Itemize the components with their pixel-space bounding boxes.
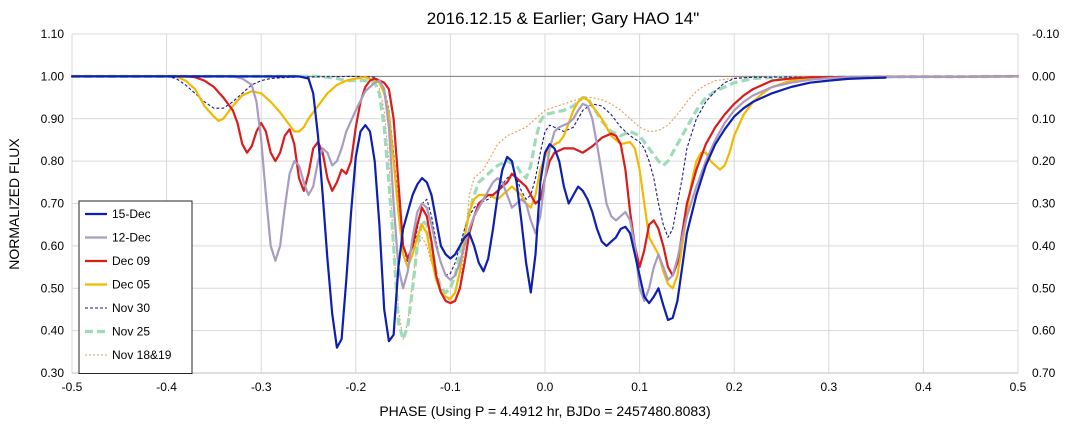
legend-label: Nov 18&19 [112,348,172,362]
y2-tick-label: 0.10 [1032,112,1056,126]
legend-box [78,200,193,374]
y-axis-label: NORMALIZED FLUX [6,138,22,270]
x-tick-label: 0.3 [820,380,837,394]
axis-layer: -0.5 -0.4 -0.3 -0.2 -0.1 0.0 0.1 0.2 0.3 0.4 0.5 0.… [41,27,1060,394]
x-tick-label: -0.1 [440,380,461,394]
y2-tick-label: 0.40 [1032,239,1056,253]
y-tick-label: 0.30 [41,366,65,380]
x-tick-label: 0.4 [915,380,932,394]
y2-tick-label: 0.30 [1032,197,1056,211]
legend-label: Nov 25 [112,325,150,339]
y2-tick-label: -0.10 [1032,27,1060,41]
y-tick-label: 1.00 [41,69,65,83]
grid-layer [71,33,1019,374]
x-axis-label: PHASE (Using P = 4.4912 hr, BJDo = 24574… [379,403,710,419]
x-tick-label: 0.5 [1010,380,1027,394]
legend-label: 15-Dec [112,207,151,221]
x-tick-label: 0.2 [726,380,743,394]
y2-tick-label: 0.50 [1032,281,1056,295]
legend-label: Dec 05 [112,278,150,292]
x-tick-label: -0.5 [62,380,83,394]
y2-tick-label: 0.60 [1032,324,1056,338]
y-tick-label: 0.40 [41,324,65,338]
y-tick-label: 0.70 [41,197,65,211]
y-tick-label: 0.60 [41,239,65,253]
y2-tick-label: 0.20 [1032,154,1056,168]
x-tick-label: -0.3 [251,380,272,394]
series-line-dec-09 [70,75,1020,305]
series-line-nov-18-19 [72,75,1019,340]
series-line-15-dec [70,75,887,349]
x-tick-label: -0.4 [156,380,177,394]
x-tick-label: -0.2 [345,380,366,394]
y2-tick-label: 0.70 [1032,366,1056,380]
y-tick-label: 0.90 [41,112,65,126]
x-tick-label: 0.1 [631,380,648,394]
legend-label: Dec 09 [112,254,150,268]
series-layer [70,74,1020,349]
y-tick-label: 0.50 [41,281,65,295]
y2-tick-label: 0.00 [1032,69,1056,83]
y-tick-label: 0.80 [41,154,65,168]
y-tick-label: 1.10 [41,27,65,41]
legend: 15-Dec 12-Dec Dec 09 Dec 05 Nov 30 Nov 25 Nov … [78,200,193,374]
legend-label: 12-Dec [112,231,151,245]
chart-title: 2016.12.15 & Earlier; Gary HAO 14" [427,9,700,28]
x-tick-label: 0.0 [537,380,554,394]
legend-label: Nov 30 [112,301,150,315]
